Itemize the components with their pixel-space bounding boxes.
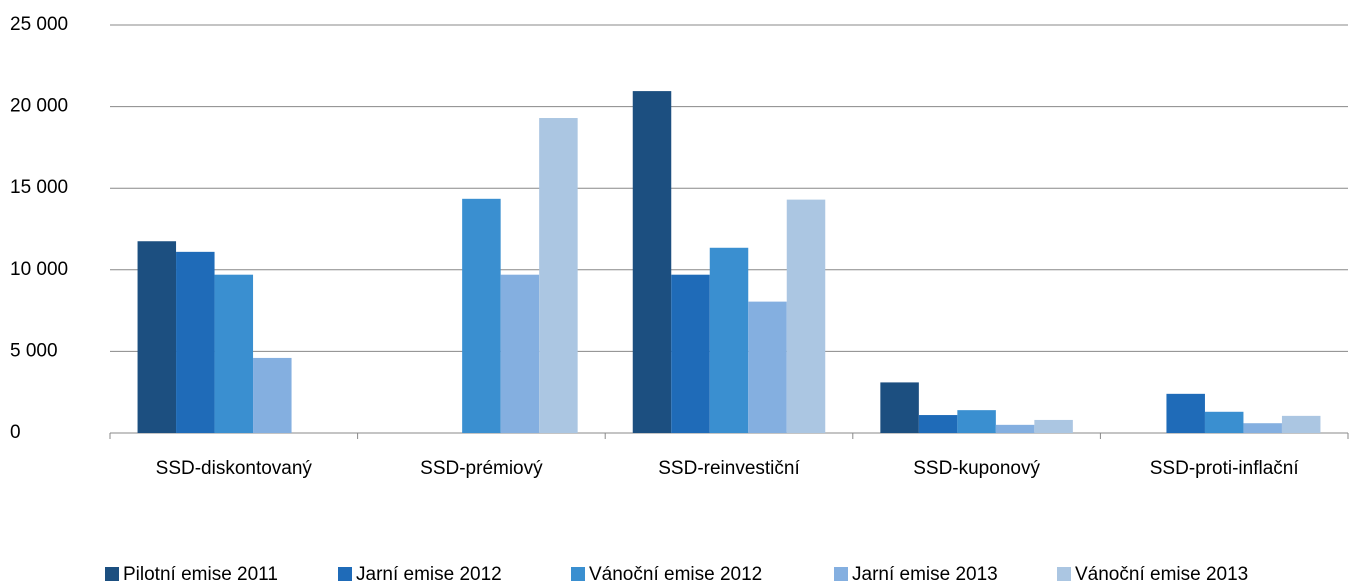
bar <box>500 274 540 433</box>
legend-swatch <box>338 567 352 581</box>
y-tick-label: 5 000 <box>10 340 58 361</box>
legend-label: Jarní emise 2013 <box>852 564 998 585</box>
legend-label: Vánoční emise 2013 <box>1075 564 1248 585</box>
bar <box>748 301 787 433</box>
bar <box>1281 415 1321 433</box>
bar <box>539 118 578 434</box>
bar <box>918 415 958 433</box>
bar <box>1204 411 1244 433</box>
y-tick-label: 15 000 <box>10 177 68 198</box>
bar <box>709 247 749 433</box>
legend-swatch <box>105 567 119 581</box>
bar <box>786 199 826 433</box>
bar <box>462 198 501 433</box>
bar <box>632 91 672 433</box>
y-tick-label: 20 000 <box>10 96 68 117</box>
bar <box>1034 419 1073 433</box>
y-tick-label: 0 <box>10 422 21 443</box>
legend-label: Jarní emise 2012 <box>356 564 502 585</box>
x-tick-label: SSD-kuponový <box>913 458 1040 479</box>
bar <box>176 251 215 433</box>
y-tick-label: 25 000 <box>10 14 68 35</box>
bar <box>1166 393 1205 433</box>
legend-swatch <box>571 567 585 581</box>
y-tick-label: 10 000 <box>10 259 68 280</box>
legend-swatch <box>1057 567 1071 581</box>
bar <box>1243 423 1282 433</box>
bar <box>253 357 292 433</box>
bar <box>995 424 1035 433</box>
bar <box>957 410 996 433</box>
legend-swatch <box>834 567 848 581</box>
x-tick-label: SSD-diskontovaný <box>156 458 313 479</box>
bar <box>214 274 254 433</box>
legend-label: Pilotní emise 2011 <box>123 564 278 585</box>
x-tick-label: SSD-prémiový <box>420 458 543 479</box>
x-tick-label: SSD-proti-inflační <box>1150 458 1300 479</box>
legend-label: Vánoční emise 2012 <box>589 564 762 585</box>
bar <box>671 274 710 433</box>
bar <box>137 241 177 433</box>
bar <box>880 382 919 433</box>
x-tick-label: SSD-reinvestiční <box>658 458 800 479</box>
